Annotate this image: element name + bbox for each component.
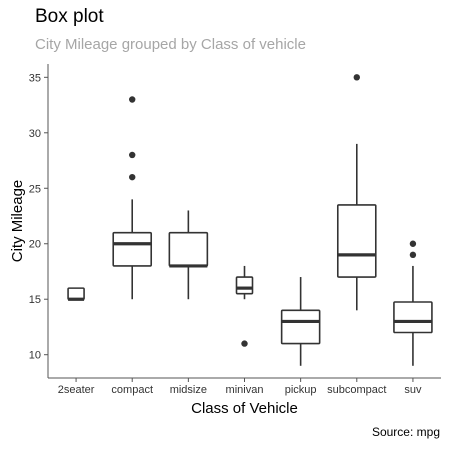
chart-caption: Source: mpg: [371, 425, 440, 439]
outlier-point-compact: [129, 151, 136, 159]
y-tick-label: 10: [29, 350, 41, 362]
outlier-point-suv: [409, 251, 417, 259]
outlier-point-suv: [409, 240, 417, 247]
box-2seater: [67, 287, 85, 301]
y-tick-label: 25: [29, 183, 41, 195]
x-tick-label-compact: compact: [111, 384, 153, 396]
y-axis-title: City Mileage: [9, 180, 26, 263]
y-tick-label: 15: [29, 294, 41, 306]
outlier-point-compact: [129, 96, 136, 103]
x-axis-title: Class of Vehicle: [191, 400, 298, 417]
y-tick-label: 20: [29, 239, 41, 251]
y-tick-label: 30: [29, 128, 41, 140]
box-minivan: [235, 276, 254, 295]
outlier-point-minivan: [241, 340, 248, 347]
x-tick-label-minivan: minivan: [226, 384, 264, 396]
x-tick-label-pickup: pickup: [285, 384, 317, 396]
box-pickup: [280, 309, 321, 345]
x-tick-label-suv: suv: [404, 384, 422, 396]
x-tick-label-2seater: 2seater: [58, 384, 95, 396]
box-subcompact: [336, 204, 377, 278]
outlier-point-subcompact: [353, 74, 360, 81]
x-tick-label-midsize: midsize: [170, 384, 207, 396]
chart-title: Box plot: [35, 6, 104, 27]
box-suv: [393, 301, 433, 334]
chart-subtitle: City Mileage grouped by Class of vehicle: [35, 36, 306, 53]
y-tick-label: 35: [29, 72, 41, 84]
box-compact: [112, 231, 153, 267]
outlier-point-compact: [129, 173, 136, 181]
box-midsize: [168, 231, 209, 267]
x-tick-label-subcompact: subcompact: [327, 384, 386, 396]
